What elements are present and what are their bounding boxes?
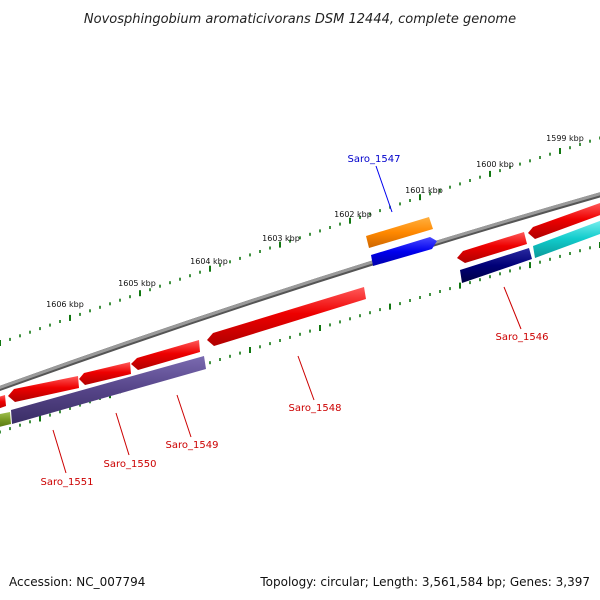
gene-labels: Saro_1547 Saro_1546 Saro_1548 Saro_1549 … bbox=[41, 154, 549, 488]
gene-right-red[interactable] bbox=[528, 203, 600, 239]
gene-partial-left[interactable] bbox=[0, 395, 6, 410]
gene-cyan[interactable] bbox=[533, 219, 600, 258]
leader-saro-1546 bbox=[503, 286, 522, 330]
scale-label-1599: 1599 kbp bbox=[546, 134, 584, 143]
gene-purple-long[interactable] bbox=[11, 356, 206, 424]
scale-label-1602: 1602 kbp bbox=[334, 210, 372, 219]
gene-label-saro-1546[interactable]: Saro_1546 bbox=[496, 332, 549, 343]
label-leader-lines bbox=[52, 165, 522, 474]
genome-backbone bbox=[0, 192, 600, 389]
gene-blue-arrow[interactable] bbox=[371, 237, 437, 266]
gene-saro-1546-forward[interactable] bbox=[457, 232, 527, 263]
gene-label-saro-1551[interactable]: Saro_1551 bbox=[41, 477, 94, 488]
gene-label-saro-1549[interactable]: Saro_1549 bbox=[166, 440, 219, 451]
gene-saro-1548[interactable] bbox=[207, 287, 366, 346]
gene-saro-1547[interactable] bbox=[366, 217, 433, 248]
genome-summary-text: Topology: circular; Length: 3,561,584 bp… bbox=[259, 575, 590, 589]
gene-label-saro-1547[interactable]: Saro_1547 bbox=[348, 154, 401, 165]
accession-text: Accession: NC_007794 bbox=[9, 575, 145, 589]
scale-labels: 1599 kbp 1600 kbp 1601 kbp 1602 kbp 1603… bbox=[46, 134, 584, 309]
gene-saro-1551-forward[interactable] bbox=[8, 376, 79, 402]
outer-scale-ticks bbox=[0, 136, 600, 346]
gene-saro-1549-forward[interactable] bbox=[131, 340, 200, 370]
leader-saro-1550 bbox=[115, 412, 130, 456]
gene-saro-1550-forward[interactable] bbox=[79, 362, 131, 385]
scale-label-1604: 1604 kbp bbox=[190, 257, 228, 266]
scale-label-1601: 1601 kbp bbox=[405, 186, 443, 195]
leader-saro-1551 bbox=[52, 429, 67, 474]
leader-saro-1548 bbox=[297, 355, 315, 401]
map-title: Novosphingobium aromaticivorans DSM 1244… bbox=[84, 12, 516, 27]
scale-label-1605: 1605 kbp bbox=[118, 279, 156, 288]
scale-label-1603: 1603 kbp bbox=[262, 234, 300, 243]
scale-label-1606: 1606 kbp bbox=[46, 300, 84, 309]
gene-navy[interactable] bbox=[460, 248, 532, 283]
scale-label-1600: 1600 kbp bbox=[476, 160, 514, 169]
gene-label-saro-1548[interactable]: Saro_1548 bbox=[289, 403, 342, 414]
leader-saro-1549 bbox=[176, 394, 192, 438]
reverse-strand-genes bbox=[0, 219, 600, 428]
forward-strand-genes bbox=[0, 203, 600, 410]
gene-label-saro-1550[interactable]: Saro_1550 bbox=[104, 459, 157, 470]
leader-saro-1547 bbox=[375, 165, 393, 213]
gene-olive-partial[interactable] bbox=[0, 412, 11, 428]
